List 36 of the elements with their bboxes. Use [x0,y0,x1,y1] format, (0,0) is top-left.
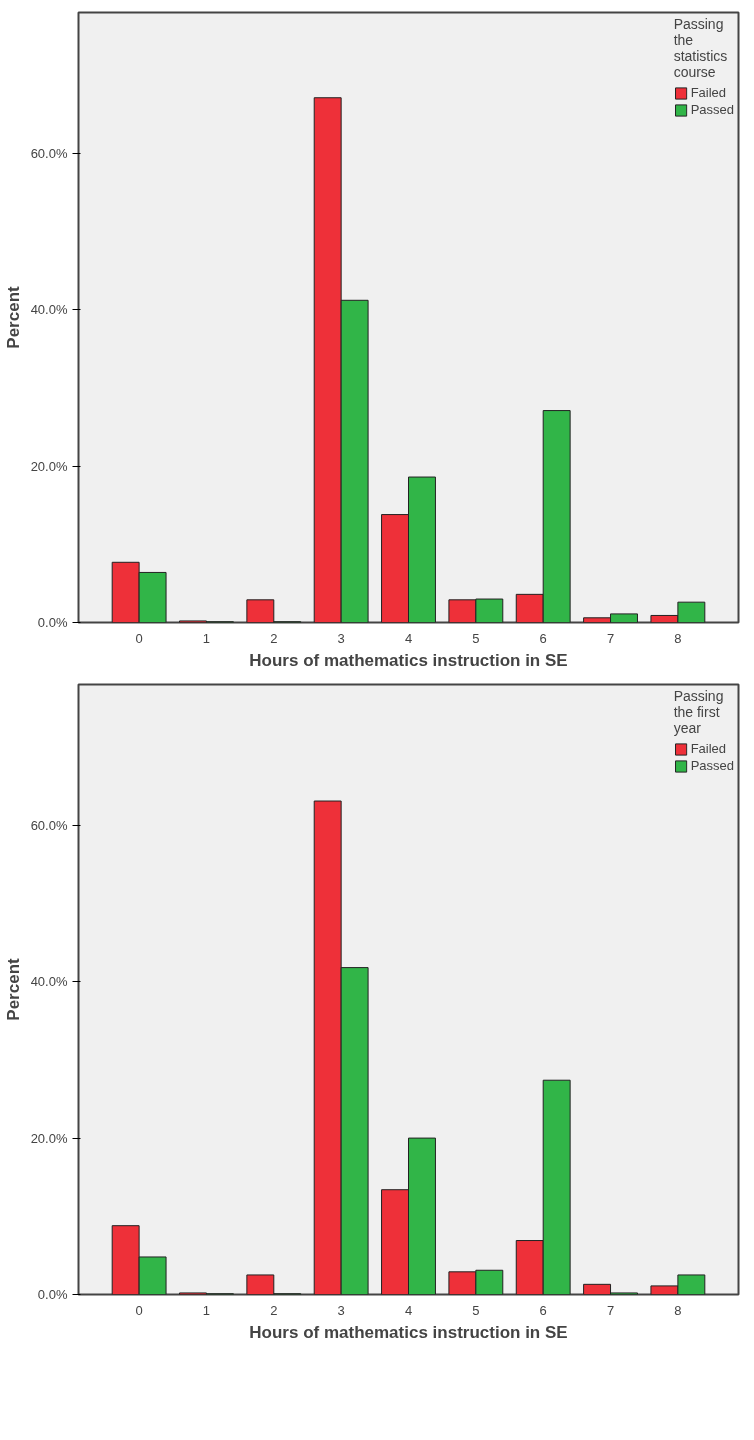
y-tick-label: 40.0% [30,302,68,318]
y-tick-label: 60.0% [30,145,68,161]
y-axis-title: Percent [3,957,23,1021]
y-tick-label: 40.0% [30,974,68,990]
y-tick-label: 20.0% [30,1130,68,1146]
x-tick-label: 0 [135,1302,143,1318]
x-tick-label: 6 [539,1302,547,1318]
x-tick-label: 7 [606,630,615,646]
x-tick-label: 3 [337,630,345,646]
x-tick-label: 8 [674,630,682,646]
x-tick-label: 4 [404,630,413,646]
x-axis-title: Hours of mathematics instruction in SE [249,1322,568,1342]
legend-label: Failed [690,741,727,756]
x-tick-label: 5 [472,1302,480,1318]
y-tick-label: 60.0% [30,817,68,833]
x-tick-label: 3 [337,1302,345,1318]
x-axis-title: Hours of mathematics instruction in SE [249,650,568,670]
x-tick-label: 2 [270,1302,278,1318]
x-tick-label: 6 [539,630,547,646]
y-axis-title: Percent [3,285,23,349]
x-tick-label: 0 [135,630,143,646]
legend-title: Passing the first year [673,688,725,736]
x-tick-label: 4 [404,1302,413,1318]
x-tick-label: 2 [270,630,278,646]
x-tick-label: 7 [606,1302,615,1318]
x-tick-label: 1 [202,1302,211,1318]
legend-title: Passing the statistics course [673,16,729,80]
y-tick-label: 0.0% [37,1287,68,1302]
legend-label: Passed [690,758,734,773]
x-tick-label: 5 [472,630,480,646]
legend-label: Failed [690,85,727,100]
x-tick-label: 8 [674,1302,682,1318]
y-tick-label: 0.0% [37,615,68,630]
x-tick-label: 1 [202,630,211,646]
legend-label: Passed [690,102,734,117]
y-tick-label: 20.0% [30,458,68,474]
